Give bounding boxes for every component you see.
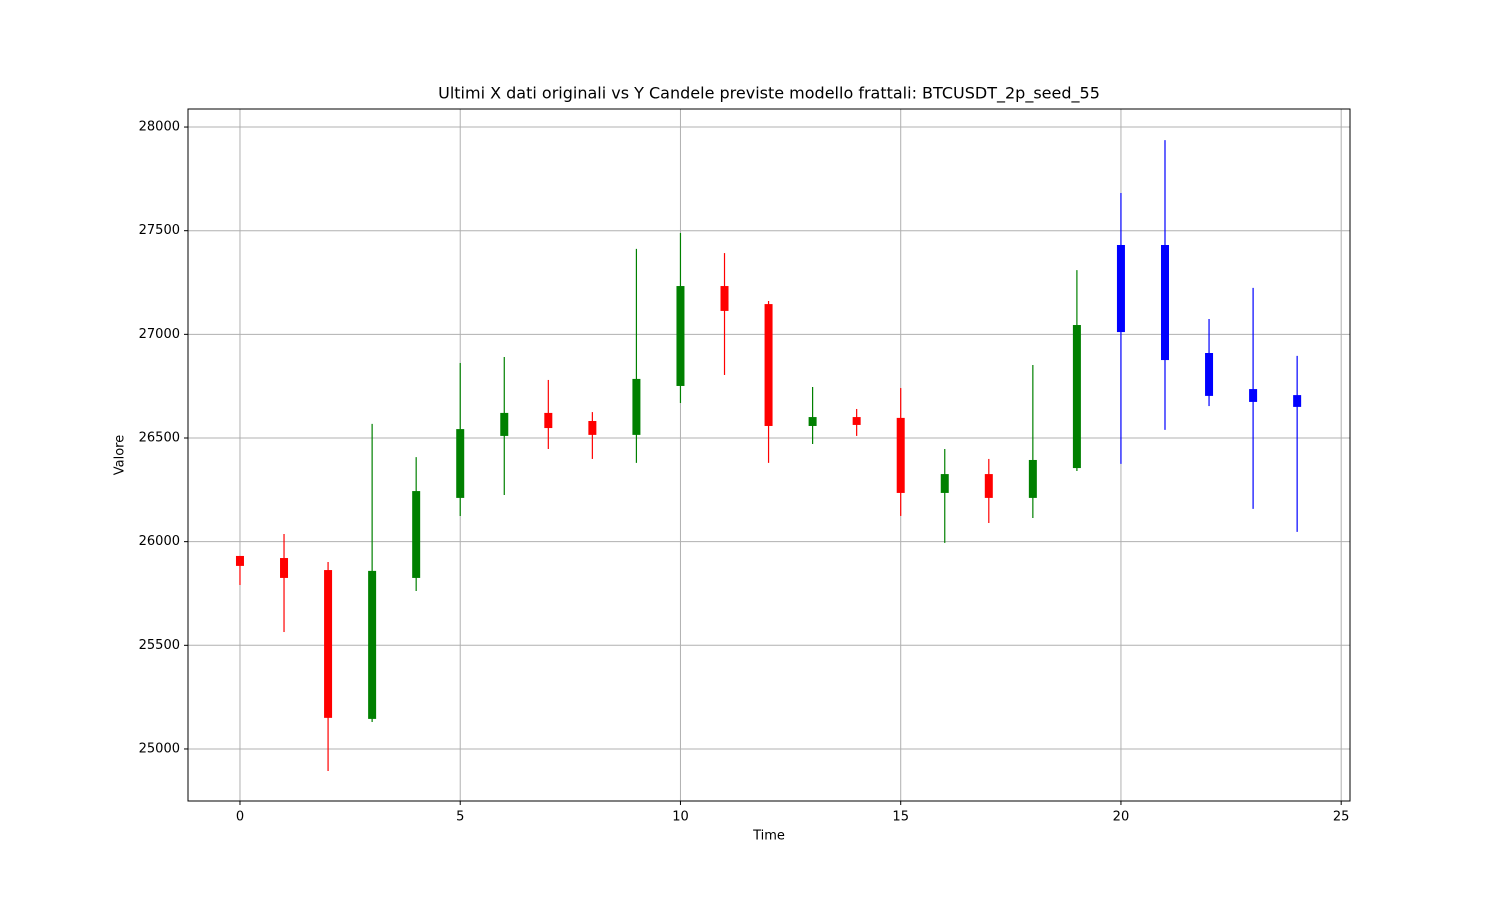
x-tick-label: 0 (236, 810, 244, 825)
candle-body (412, 491, 421, 578)
x-tick-label: 10 (672, 810, 689, 825)
candle-body (544, 412, 553, 429)
candle-body (808, 417, 817, 426)
candle-body (280, 558, 289, 578)
x-tick-label: 5 (456, 810, 464, 825)
candle-body (720, 286, 729, 311)
y-tick-label: 27000 (139, 327, 180, 342)
candle-body (1028, 459, 1037, 498)
y-axis-label: Valore (113, 435, 128, 475)
y-tick-label: 26000 (139, 534, 180, 549)
candle-body (1205, 353, 1214, 396)
candle-body (235, 555, 244, 566)
y-tick-label: 25500 (139, 638, 180, 653)
x-tick-label: 15 (892, 810, 909, 825)
candle-body (1116, 244, 1125, 333)
candle-body (368, 570, 377, 719)
candle-body (632, 378, 641, 435)
x-axis-label: Time (752, 829, 785, 844)
y-tick-label: 28000 (139, 120, 180, 135)
candle-body (324, 570, 333, 718)
candle-body (984, 474, 993, 498)
candle-body (456, 429, 465, 498)
candle-body (1072, 325, 1081, 469)
candle-body (1249, 389, 1258, 402)
candle-body (764, 304, 773, 426)
candle-body (852, 417, 861, 425)
candle-body (896, 417, 905, 493)
y-tick-label: 27500 (139, 223, 180, 238)
chart-title: Ultimi X dati originali vs Y Candele pre… (438, 84, 1100, 104)
y-tick-label: 25000 (139, 741, 180, 756)
y-tick-label: 26500 (139, 431, 180, 446)
x-tick-label: 20 (1113, 810, 1130, 825)
x-tick-label: 25 (1333, 810, 1350, 825)
candle-body (1293, 395, 1302, 407)
candle-body (588, 421, 597, 435)
candle-body (1160, 244, 1169, 361)
candle-body (940, 474, 949, 493)
plot-frame (187, 108, 1351, 802)
candle-body (676, 286, 685, 386)
candle-body (500, 412, 509, 436)
